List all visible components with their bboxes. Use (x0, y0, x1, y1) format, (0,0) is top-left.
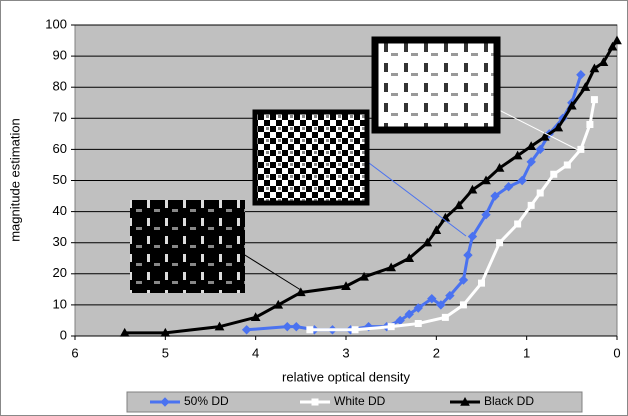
legend-label: Black DD (484, 394, 534, 408)
inset-image (130, 200, 245, 293)
marker (537, 190, 543, 196)
marker (497, 240, 503, 246)
y-tick-label: 80 (53, 79, 67, 94)
x-tick-label: 4 (252, 345, 259, 360)
marker (528, 202, 534, 208)
x-tick-label: 0 (613, 345, 620, 360)
marker (564, 162, 570, 168)
x-tick-label: 6 (71, 345, 78, 360)
y-tick-label: 100 (45, 16, 67, 31)
marker (515, 221, 521, 227)
marker (307, 327, 313, 333)
y-tick-label: 10 (53, 296, 67, 311)
marker (388, 324, 394, 330)
marker (587, 122, 593, 128)
y-tick-label: 0 (60, 327, 67, 342)
marker (578, 146, 584, 152)
x-axis-label: relative optical density (282, 369, 410, 384)
marker (551, 171, 557, 177)
marker (460, 302, 466, 308)
legend-label: White DD (334, 394, 386, 408)
chart: relative optical density magnitude estim… (0, 0, 628, 416)
y-tick-label: 20 (53, 265, 67, 280)
marker (442, 314, 448, 320)
y-tick-label: 40 (53, 203, 67, 218)
inset-image (255, 112, 367, 203)
y-tick-label: 90 (53, 48, 67, 63)
marker (352, 327, 358, 333)
y-tick-label: 70 (53, 110, 67, 125)
marker (479, 280, 485, 286)
y-tick-label: 30 (53, 234, 67, 249)
legend-label: 50% DD (184, 394, 229, 408)
y-tick-label: 50 (53, 172, 67, 187)
x-tick-label: 2 (433, 345, 440, 360)
x-tick-label: 5 (162, 345, 169, 360)
x-tick-label: 3 (342, 345, 349, 360)
marker (415, 321, 421, 327)
x-tick-label: 1 (523, 345, 530, 360)
y-tick-label: 60 (53, 141, 67, 156)
marker (591, 97, 597, 103)
y-axis-label: magnitude estimation (7, 118, 22, 242)
marker (312, 399, 318, 405)
inset-image (375, 40, 497, 130)
